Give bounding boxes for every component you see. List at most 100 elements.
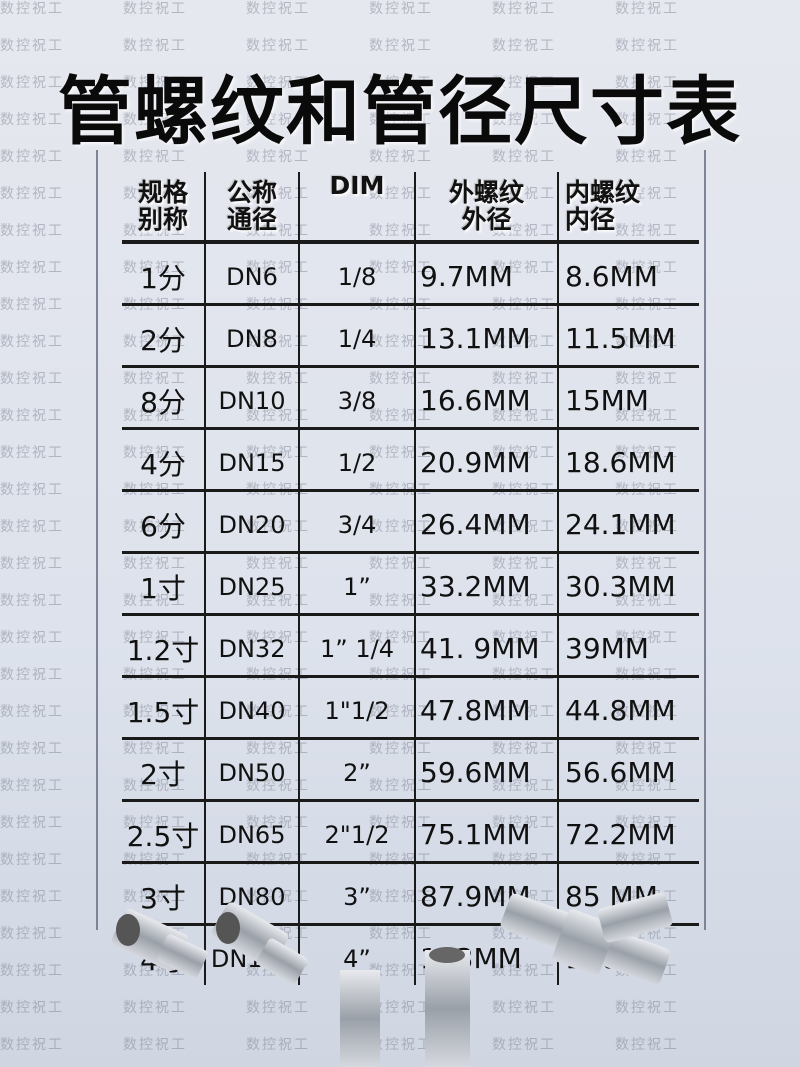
pipe-fittings-photo xyxy=(111,892,673,1067)
column-header-line: DIM xyxy=(329,171,385,200)
elbow-fitting-icon xyxy=(211,902,308,985)
outer-diameter-cell: 41. 9MM xyxy=(414,613,558,677)
table-row: 1分 DN6 1/8 9.7MM 8.6MM xyxy=(122,240,699,305)
watermark-text: 数控祝工 xyxy=(0,482,64,498)
watermark-text: 数控祝工 xyxy=(615,1,679,17)
alias-cell: 4分 xyxy=(122,427,205,491)
dn-cell: DN8 xyxy=(204,303,299,367)
watermark-text: 数控祝工 xyxy=(0,741,64,757)
pipe-size-table: 规格 别称 公称 通径 DIM 外螺纹 外径 内螺纹 内径 1分 DN6 1/8 9.7MM 8.6MM… xyxy=(122,172,699,985)
inner-diameter-cell: 8.6MM xyxy=(557,240,699,305)
watermark-text: 数控祝工 xyxy=(246,1,310,17)
watermark-text: 数控祝工 xyxy=(0,334,64,350)
column-header-line: 内螺纹 xyxy=(565,178,641,207)
dim-cell: 3/4 xyxy=(298,489,415,553)
watermark-text: 数控祝工 xyxy=(0,593,64,609)
column-header: 内螺纹 内径 xyxy=(557,172,699,242)
watermark-text: 数控祝工 xyxy=(0,778,64,794)
column-header: DIM xyxy=(298,171,415,242)
dim-cell: 2” xyxy=(298,737,415,801)
outer-diameter-cell: 33.2MM xyxy=(414,551,558,615)
inner-diameter-cell: 44.8MM xyxy=(557,675,699,739)
watermark-text: 数控祝工 xyxy=(0,519,64,535)
dn-cell: DN40 xyxy=(204,675,299,739)
outer-diameter-cell: 59.6MM xyxy=(414,737,558,801)
tee-fitting-icon xyxy=(340,947,470,1067)
table-row: 2.5寸 DN65 2"1/2 75.1MM 72.2MM xyxy=(122,799,699,863)
table-row: 1.2寸 DN32 1” 1/4 41. 9MM 39MM xyxy=(122,613,699,677)
column-header-line: 外螺纹 xyxy=(448,178,524,207)
outer-diameter-cell: 9.7MM xyxy=(414,240,558,305)
inner-diameter-cell: 24.1MM xyxy=(557,489,699,553)
column-header: 公称 通径 xyxy=(204,172,299,242)
alias-cell: 1.2寸 xyxy=(122,613,205,677)
dn-cell: DN6 xyxy=(204,240,299,305)
table-row: 6分 DN20 3/4 26.4MM 24.1MM xyxy=(122,489,699,553)
alias-cell: 6分 xyxy=(122,489,205,553)
column-header-line: 公称 xyxy=(226,178,277,207)
column-header-line: 内径 xyxy=(565,205,616,234)
elbow-fitting-icon xyxy=(111,909,208,978)
dn-cell: DN65 xyxy=(204,799,299,863)
dim-cell: 1"1/2 xyxy=(298,675,415,739)
watermark-text: 数控祝工 xyxy=(0,445,64,461)
outer-diameter-cell: 13.1MM xyxy=(414,303,558,367)
table-row: 1寸 DN25 1” 33.2MM 30.3MM xyxy=(122,551,699,615)
dn-cell: DN10 xyxy=(204,365,299,429)
watermark-text: 数控祝工 xyxy=(369,1,433,17)
watermark-text: 数控祝工 xyxy=(0,704,64,720)
alias-cell: 1.5寸 xyxy=(122,675,205,739)
dim-cell: 1” 1/4 xyxy=(298,613,415,677)
dn-cell: DN20 xyxy=(204,489,299,553)
watermark-text: 数控祝工 xyxy=(0,408,64,424)
table-row: 2分 DN8 1/4 13.1MM 11.5MM xyxy=(122,303,699,367)
frame-line-left xyxy=(96,150,98,930)
inner-diameter-cell: 39MM xyxy=(557,613,699,677)
outer-diameter-cell: 26.4MM xyxy=(414,489,558,553)
dim-cell: 2"1/2 xyxy=(298,799,415,863)
dim-cell: 1/2 xyxy=(298,427,415,491)
inner-diameter-cell: 56.6MM xyxy=(557,737,699,801)
outer-diameter-cell: 47.8MM xyxy=(414,675,558,739)
page-title: 管螺纹和管径尺寸表 xyxy=(58,69,742,155)
alias-cell: 2.5寸 xyxy=(122,799,205,863)
table-row: 8分 DN10 3/8 16.6MM 15MM xyxy=(122,365,699,429)
watermark-text: 数控祝工 xyxy=(0,371,64,387)
dim-cell: 1/4 xyxy=(298,303,415,367)
dn-cell: DN32 xyxy=(204,613,299,677)
inner-diameter-cell: 72.2MM xyxy=(557,799,699,863)
column-header: 规格 别称 xyxy=(122,172,205,242)
watermark-text: 数控祝工 xyxy=(492,1,556,17)
union-fitting-icon xyxy=(500,892,673,985)
column-header: 外螺纹 外径 xyxy=(414,172,558,242)
alias-cell: 1分 xyxy=(122,240,205,305)
watermark-text: 数控祝工 xyxy=(0,815,64,831)
column-header-line: 别称 xyxy=(137,205,188,234)
watermark-text: 数控祝工 xyxy=(0,260,64,276)
outer-diameter-cell: 20.9MM xyxy=(414,427,558,491)
table-header-row: 规格 别称 公称 通径 DIM 外螺纹 外径 内螺纹 内径 xyxy=(122,172,699,242)
table-row: 4分 DN15 1/2 20.9MM 18.6MM xyxy=(122,427,699,491)
watermark-text: 数控祝工 xyxy=(123,1,187,17)
dim-cell: 3” xyxy=(298,861,415,925)
dim-cell: 1/8 xyxy=(298,240,415,305)
watermark-text: 数控祝工 xyxy=(0,556,64,572)
dn-cell: DN80 xyxy=(204,861,299,925)
watermark-text: 数控祝工 xyxy=(0,630,64,646)
outer-diameter-cell: 16.6MM xyxy=(414,365,558,429)
dim-cell: 3/8 xyxy=(298,365,415,429)
inner-diameter-cell: 30.3MM xyxy=(557,551,699,615)
inner-diameter-cell: 18.6MM xyxy=(557,427,699,491)
dim-cell: 1” xyxy=(298,551,415,615)
watermark-text: 数控祝工 xyxy=(0,186,64,202)
dn-cell: DN25 xyxy=(204,551,299,615)
column-header-line: 通径 xyxy=(226,205,277,234)
outer-diameter-cell: 75.1MM xyxy=(414,799,558,863)
alias-cell: 8分 xyxy=(122,365,205,429)
inner-diameter-cell: 11.5MM xyxy=(557,303,699,367)
frame-line-right xyxy=(704,150,706,930)
alias-cell: 1寸 xyxy=(122,551,205,615)
watermark-text: 数控祝工 xyxy=(0,223,64,239)
dn-cell: DN15 xyxy=(204,427,299,491)
column-header-line: 外径 xyxy=(461,205,512,234)
